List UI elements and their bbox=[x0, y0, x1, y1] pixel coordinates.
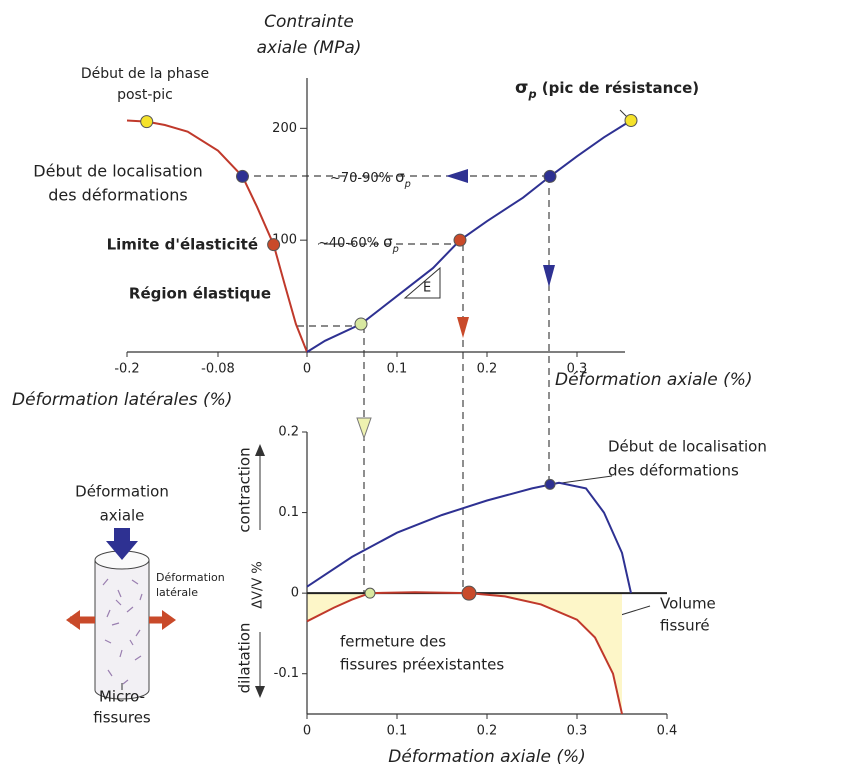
annotation-part: ~40-60% bbox=[318, 236, 383, 251]
x-tick-label: 0.3 bbox=[567, 724, 588, 739]
annotation: ~70-90% σp bbox=[330, 168, 411, 190]
data-point bbox=[544, 478, 556, 490]
data-line bbox=[306, 119, 632, 353]
inset-label: latérale bbox=[156, 586, 198, 599]
annotation: des déformations bbox=[48, 186, 188, 205]
y-tick-label: -0.1 bbox=[274, 666, 299, 681]
x-tick-label: 0 bbox=[303, 724, 311, 739]
inset-label: fissures bbox=[93, 709, 151, 727]
arrow-head bbox=[66, 610, 80, 630]
data-point bbox=[267, 238, 281, 252]
inset-label: axiale bbox=[100, 507, 145, 525]
data-point bbox=[624, 113, 638, 127]
arrow-head bbox=[543, 265, 555, 287]
inset-label: Déformation bbox=[75, 483, 169, 501]
annotation: fissuré bbox=[660, 617, 710, 635]
annotation: fissures préexistantes bbox=[340, 656, 504, 674]
area bbox=[307, 592, 622, 714]
arrow-head bbox=[356, 417, 372, 440]
arrow bbox=[114, 528, 130, 542]
annotation-part: ~70-90% bbox=[330, 171, 395, 186]
data-line bbox=[306, 481, 632, 594]
data-point bbox=[235, 169, 249, 183]
x-axis-title: Déformation axiale (%) bbox=[555, 370, 753, 390]
x-tick-label: -0.08 bbox=[201, 362, 235, 377]
data-point bbox=[453, 233, 467, 247]
annotation: Début de localisation bbox=[608, 438, 767, 456]
annotation: post-pic bbox=[117, 87, 173, 103]
data-point bbox=[364, 587, 376, 599]
data-point bbox=[140, 115, 154, 129]
annotation: des déformations bbox=[608, 462, 739, 480]
data-point bbox=[543, 169, 557, 183]
inset-label: Déformation bbox=[156, 571, 225, 584]
annotation-part: p bbox=[392, 244, 399, 255]
arrow-head bbox=[446, 169, 468, 183]
annotation: Volume bbox=[660, 595, 716, 613]
specimen bbox=[66, 528, 176, 700]
y-tick-label: 200 bbox=[272, 121, 297, 136]
annotation: Région élastique bbox=[129, 285, 271, 303]
modulus-triangle bbox=[403, 266, 441, 299]
annotation-part: σ bbox=[515, 78, 528, 98]
annotation-part: σ bbox=[395, 168, 405, 186]
leader bbox=[553, 475, 613, 485]
annotation: ~40-60% σp bbox=[318, 233, 399, 255]
annotation: Début de la phase bbox=[81, 66, 209, 82]
arrow-head bbox=[255, 686, 265, 698]
annotation: fermeture des bbox=[340, 633, 446, 651]
x-tick-label: 0.3 bbox=[567, 362, 588, 377]
y-axis-title: axiale (MPa) bbox=[257, 38, 362, 58]
x-tick-label: 0.1 bbox=[387, 362, 408, 377]
x-axis-title: Déformation axiale (%) bbox=[388, 747, 586, 767]
cracks bbox=[102, 578, 143, 685]
annotation-part: p bbox=[404, 179, 411, 190]
arrow-head bbox=[106, 541, 138, 560]
cylinder bbox=[94, 560, 150, 700]
annotation-part: p bbox=[527, 88, 536, 101]
y-tick-label: 0 bbox=[291, 586, 299, 601]
arrow-head bbox=[255, 444, 265, 456]
annotation: contraction bbox=[236, 447, 254, 532]
annotation-part: σ bbox=[383, 233, 393, 251]
y-axis-title: ΔV/V % bbox=[251, 561, 266, 609]
x-tick-label: 0.2 bbox=[477, 362, 498, 377]
x-tick-label: 0.1 bbox=[387, 724, 408, 739]
data-point bbox=[461, 585, 477, 601]
x-tick-label: 0 bbox=[303, 362, 311, 377]
inset-label: Micro- bbox=[99, 688, 145, 706]
x2-axis-title: Déformation latérales (%) bbox=[12, 390, 232, 410]
annotation: E bbox=[423, 281, 431, 296]
x-tick-label: 0.4 bbox=[657, 724, 678, 739]
arrow-head bbox=[162, 610, 176, 630]
annotation: σp (pic de résistance) bbox=[515, 78, 699, 101]
annotation-part: (pic de résistance) bbox=[537, 79, 700, 97]
x-tick-label: -0.2 bbox=[114, 362, 139, 377]
annotation: Début de localisation bbox=[33, 162, 202, 181]
annotation: Limite d'élasticité bbox=[107, 236, 258, 254]
arrow-head bbox=[457, 317, 469, 338]
y-tick-label: 0.1 bbox=[278, 505, 299, 520]
x-tick-label: 0.2 bbox=[477, 724, 498, 739]
annotation: dilatation bbox=[236, 623, 254, 694]
y-axis-title: Contrainte bbox=[264, 12, 354, 32]
data-line bbox=[306, 591, 623, 715]
y-tick-label: 0.2 bbox=[278, 425, 299, 440]
data-point bbox=[354, 317, 368, 331]
